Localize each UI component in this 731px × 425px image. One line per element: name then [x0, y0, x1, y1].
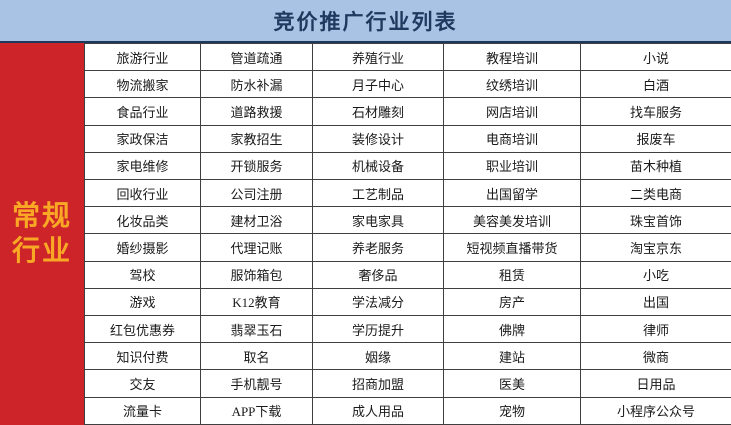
industry-cell: 教程培训: [443, 42, 581, 72]
industry-cell: 出国留学: [443, 179, 581, 208]
industry-cell: 管道疏通: [200, 42, 313, 72]
industry-cell: 游戏: [84, 287, 201, 317]
industry-cell: 交友: [84, 369, 201, 398]
industry-cell: 房产: [443, 287, 581, 317]
industry-cell: 建材卫浴: [200, 206, 313, 235]
industry-cell: 建站: [443, 342, 581, 371]
industry-cell: 奢侈品: [312, 260, 444, 289]
page-title: 竞价推广行业列表: [273, 9, 458, 34]
industry-cell: 旅游行业: [84, 42, 201, 72]
industry-cell: 驾校: [84, 260, 201, 289]
industry-cell: 回收行业: [84, 179, 201, 208]
industry-cell: 石材雕刻: [312, 97, 444, 126]
table-row: 交友 手机靓号 招商加盟 医美 日用品: [84, 369, 731, 398]
table-row: 红包优惠券 翡翠玉石 学历提升 佛牌 律师: [84, 315, 731, 344]
industry-cell: 白酒: [580, 70, 731, 99]
industry-cell: 养殖行业: [312, 42, 444, 72]
industry-cell: 工艺制品: [312, 179, 444, 208]
industry-cell: 学历提升: [312, 315, 444, 344]
table-row: 流量卡 APP下载 成人用品 宠物 小程序公众号: [84, 396, 731, 425]
industry-cell: 防水补漏: [200, 70, 313, 99]
title-bar: 竞价推广行业列表: [0, 0, 731, 43]
table-row: 旅游行业 管道疏通 养殖行业 教程培训 小说: [84, 42, 731, 72]
industry-cell: 找车服务: [580, 97, 731, 126]
industry-cell: 化妆品类: [84, 206, 201, 235]
industry-cell: 装修设计: [312, 124, 444, 153]
industry-cell: 苗木种植: [580, 151, 731, 181]
table-row: 游戏 K12教育 学法减分 房产 出国: [84, 287, 731, 317]
industry-cell: 纹绣培训: [443, 70, 581, 99]
industry-cell: 代理记账: [200, 233, 313, 262]
industry-cell: 淘宝京东: [580, 233, 731, 262]
industry-table-body: 旅游行业 管道疏通 养殖行业 教程培训 小说 物流搬家 防水补漏 月子中心 纹绣培训 白酒 食品行业…: [84, 42, 731, 425]
category-band: 常规 行业: [0, 43, 84, 425]
industry-cell: 家政保洁: [84, 124, 201, 153]
table-row: 食品行业 道路救援 石材雕刻 网店培训 找车服务: [84, 97, 731, 126]
industry-cell: 知识付费: [84, 342, 201, 371]
industry-cell: 律师: [580, 315, 731, 344]
industry-cell: 租赁: [443, 260, 581, 289]
industry-cell: 出国: [580, 287, 731, 317]
industry-cell: 佛牌: [443, 315, 581, 344]
industry-cell: 宠物: [443, 396, 581, 425]
table-row: 化妆品类 建材卫浴 家电家具 美容美发培训 珠宝首饰: [84, 206, 731, 235]
table-row: 知识付费 取名 姻缘 建站 微商: [84, 342, 731, 371]
table-row: 物流搬家 防水补漏 月子中心 纹绣培训 白酒: [84, 70, 731, 99]
industry-cell: 食品行业: [84, 97, 201, 126]
industry-cell: 招商加盟: [312, 369, 444, 398]
industry-cell: 家电家具: [312, 206, 444, 235]
industry-cell: 短视频直播带货: [443, 233, 581, 262]
industry-cell: 红包优惠券: [84, 315, 201, 344]
industry-cell: 开锁服务: [200, 151, 313, 181]
industry-cell: 物流搬家: [84, 70, 201, 99]
table-row: 回收行业 公司注册 工艺制品 出国留学 二类电商: [84, 179, 731, 208]
industry-table: 旅游行业 管道疏通 养殖行业 教程培训 小说 物流搬家 防水补漏 月子中心 纹绣培训 白酒 食品行业…: [84, 42, 731, 425]
industry-cell: 二类电商: [580, 179, 731, 208]
industry-cell: 日用品: [580, 369, 731, 398]
industry-cell: 微商: [580, 342, 731, 371]
industry-cell: 家教招生: [200, 124, 313, 153]
industry-cell: 机械设备: [312, 151, 444, 181]
industry-cell: 手机靓号: [200, 369, 313, 398]
industry-cell: 职业培训: [443, 151, 581, 181]
industry-cell: 小程序公众号: [580, 396, 731, 425]
industry-cell: 报废车: [580, 124, 731, 153]
industry-cell: 服饰箱包: [200, 260, 313, 289]
content-area: 常规 行业 旅游行业 管道疏通 养殖行业 教程培训 小说 物流搬家 防水补漏 月子中心 纹绣培训…: [0, 42, 731, 425]
industry-cell: 电商培训: [443, 124, 581, 153]
industry-cell: 养老服务: [312, 233, 444, 262]
industry-cell: 取名: [200, 342, 313, 371]
industry-cell: 家电维修: [84, 151, 201, 181]
category-label-line1: 常规: [11, 201, 72, 232]
table-row: 家政保洁 家教招生 装修设计 电商培训 报废车: [84, 124, 731, 153]
industry-cell: 姻缘: [312, 342, 444, 371]
industry-cell: 学法减分: [312, 287, 444, 317]
industry-cell: 小说: [580, 42, 731, 72]
industry-cell: 流量卡: [84, 396, 201, 425]
industry-cell: 美容美发培训: [443, 206, 581, 235]
industry-cell: 月子中心: [312, 70, 444, 99]
industry-cell: 婚纱摄影: [84, 233, 201, 262]
table-row: 婚纱摄影 代理记账 养老服务 短视频直播带货 淘宝京东: [84, 233, 731, 262]
category-label-line2: 行业: [11, 236, 72, 267]
industry-cell: 道路救援: [200, 97, 313, 126]
industry-cell: 医美: [443, 369, 581, 398]
table-row: 家电维修 开锁服务 机械设备 职业培训 苗木种植: [84, 151, 731, 181]
industry-cell: 小吃: [580, 260, 731, 289]
industry-cell: 翡翠玉石: [200, 315, 313, 344]
industry-cell: K12教育: [200, 287, 313, 317]
table-row: 驾校 服饰箱包 奢侈品 租赁 小吃: [84, 260, 731, 289]
industry-cell: 成人用品: [312, 396, 444, 425]
industry-cell: 珠宝首饰: [580, 206, 731, 235]
industry-cell: 网店培训: [443, 97, 581, 126]
industry-cell: APP下载: [200, 396, 313, 425]
industry-cell: 公司注册: [200, 179, 313, 208]
